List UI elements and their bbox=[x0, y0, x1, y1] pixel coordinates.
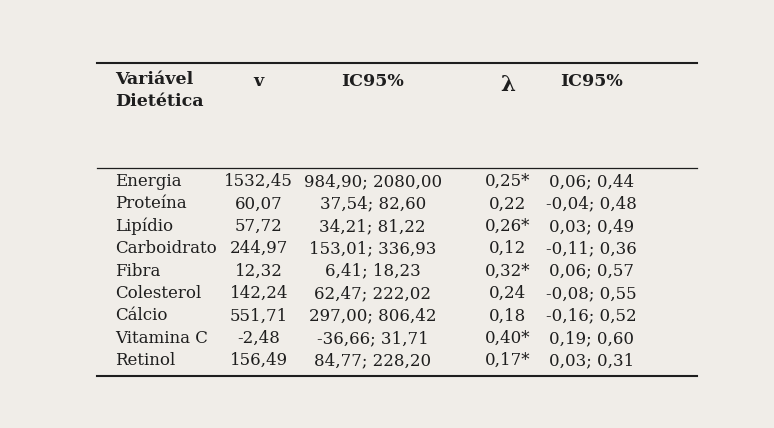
Text: Carboidrato: Carboidrato bbox=[115, 240, 217, 257]
Text: 84,77; 228,20: 84,77; 228,20 bbox=[314, 352, 431, 369]
Text: 62,47; 222,02: 62,47; 222,02 bbox=[314, 285, 431, 302]
Text: IC95%: IC95% bbox=[341, 73, 404, 90]
Text: 984,90; 2080,00: 984,90; 2080,00 bbox=[303, 173, 442, 190]
Text: 34,21; 81,22: 34,21; 81,22 bbox=[320, 218, 426, 235]
Text: 0,22: 0,22 bbox=[489, 196, 526, 212]
Text: Vitamina C: Vitamina C bbox=[115, 330, 207, 347]
Text: 6,41; 18,23: 6,41; 18,23 bbox=[325, 263, 420, 279]
Text: 297,00; 806,42: 297,00; 806,42 bbox=[309, 307, 437, 324]
Text: -0,11; 0,36: -0,11; 0,36 bbox=[546, 240, 637, 257]
Text: -0,08; 0,55: -0,08; 0,55 bbox=[546, 285, 637, 302]
Text: 0,06; 0,57: 0,06; 0,57 bbox=[549, 263, 634, 279]
Text: 0,12: 0,12 bbox=[489, 240, 526, 257]
Text: Fibra: Fibra bbox=[115, 263, 160, 279]
Text: 156,49: 156,49 bbox=[230, 352, 288, 369]
Text: 60,07: 60,07 bbox=[235, 196, 283, 212]
Text: 0,25*: 0,25* bbox=[485, 173, 530, 190]
Text: -2,48: -2,48 bbox=[238, 330, 280, 347]
Text: 142,24: 142,24 bbox=[229, 285, 288, 302]
Text: Retinol: Retinol bbox=[115, 352, 175, 369]
Text: -0,16; 0,52: -0,16; 0,52 bbox=[546, 307, 637, 324]
Text: 0,18: 0,18 bbox=[489, 307, 526, 324]
Text: 0,06; 0,44: 0,06; 0,44 bbox=[549, 173, 634, 190]
Text: λ: λ bbox=[500, 74, 515, 96]
Text: 0,26*: 0,26* bbox=[485, 218, 530, 235]
Text: 0,32*: 0,32* bbox=[485, 263, 530, 279]
Text: 1532,45: 1532,45 bbox=[224, 173, 293, 190]
Text: 37,54; 82,60: 37,54; 82,60 bbox=[320, 196, 426, 212]
Text: Variável
Dietética: Variável Dietética bbox=[115, 71, 204, 110]
Text: Proteína: Proteína bbox=[115, 196, 187, 212]
Text: v: v bbox=[254, 73, 264, 90]
Text: 0,03; 0,49: 0,03; 0,49 bbox=[549, 218, 634, 235]
Text: 551,71: 551,71 bbox=[230, 307, 288, 324]
Text: 0,03; 0,31: 0,03; 0,31 bbox=[549, 352, 634, 369]
Text: IC95%: IC95% bbox=[560, 73, 623, 90]
Text: 244,97: 244,97 bbox=[230, 240, 288, 257]
Text: 12,32: 12,32 bbox=[235, 263, 283, 279]
Text: 0,19; 0,60: 0,19; 0,60 bbox=[549, 330, 634, 347]
Text: Cálcio: Cálcio bbox=[115, 307, 167, 324]
Text: Lipídio: Lipídio bbox=[115, 217, 173, 235]
Text: 153,01; 336,93: 153,01; 336,93 bbox=[309, 240, 437, 257]
Text: Energia: Energia bbox=[115, 173, 181, 190]
Text: 57,72: 57,72 bbox=[235, 218, 283, 235]
Text: 0,24: 0,24 bbox=[489, 285, 526, 302]
Text: 0,40*: 0,40* bbox=[485, 330, 530, 347]
Text: -36,66; 31,71: -36,66; 31,71 bbox=[317, 330, 429, 347]
Text: -0,04; 0,48: -0,04; 0,48 bbox=[546, 196, 637, 212]
Text: Colesterol: Colesterol bbox=[115, 285, 201, 302]
Text: 0,17*: 0,17* bbox=[485, 352, 530, 369]
